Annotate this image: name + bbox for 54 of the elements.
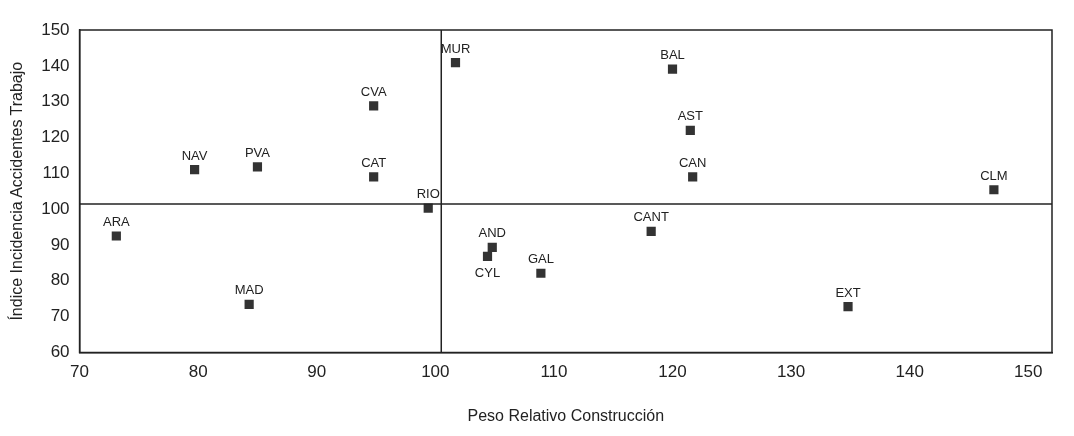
y-tick-label: 130: [41, 91, 70, 111]
annotation: CVA: [360, 83, 387, 99]
y-tick-label: 110: [42, 162, 70, 182]
annotation: GAL: [527, 251, 554, 267]
annotation: AST: [677, 108, 703, 124]
point: [667, 64, 678, 74]
point: [843, 301, 853, 312]
y-tick-label: 60: [50, 342, 70, 362]
x-tick-label: 90: [307, 362, 327, 382]
annotation: MAD: [234, 282, 264, 298]
annotation: EXT: [835, 284, 861, 300]
annotation: MUR: [440, 40, 471, 56]
y-tick-label: 150: [41, 19, 70, 39]
x-tick-label: 140: [895, 362, 924, 382]
point: [369, 101, 379, 111]
point: [646, 226, 656, 236]
y-tick-label: 120: [41, 127, 70, 147]
x-axis-title: Peso Relativo Construcción: [467, 406, 665, 424]
annotation: CYL: [474, 265, 501, 281]
point: [369, 172, 379, 182]
x-tick-label: 70: [70, 362, 90, 382]
point: [252, 162, 263, 172]
annotation: CAN: [678, 154, 707, 170]
x-tick-label: 120: [658, 362, 687, 382]
annotation: CAT: [361, 154, 387, 170]
point: [450, 58, 461, 68]
y-tick-label: 100: [41, 198, 70, 218]
y-tick-label: 70: [50, 306, 70, 326]
annotation: RIO: [416, 186, 440, 202]
point: [536, 268, 546, 278]
point: [482, 251, 493, 261]
y-tick-label: 80: [50, 270, 70, 290]
x-tick-label: 150: [1014, 362, 1043, 382]
annotation: ARA: [102, 213, 131, 229]
annotation: AND: [478, 225, 506, 241]
point: [111, 231, 121, 241]
x-tick-label: 110: [540, 362, 568, 382]
point: [244, 299, 254, 309]
point: [685, 125, 695, 135]
annotation: CLM: [980, 167, 1008, 183]
x-tick-label: 80: [188, 362, 208, 382]
point: [688, 172, 698, 182]
y-tick-label: 90: [50, 234, 70, 254]
annotation: BAL: [660, 47, 685, 63]
y-tick-label: 140: [41, 55, 70, 75]
point: [190, 165, 200, 175]
annotation: CANT: [633, 209, 669, 225]
point: [487, 242, 497, 253]
x-tick-label: 100: [421, 362, 450, 382]
x-tick-label: 130: [776, 362, 806, 382]
annotation: NAV: [181, 147, 208, 163]
annotation: PVA: [244, 144, 271, 160]
point: [989, 185, 999, 195]
y-axis-title: Índice Incidencia Accidentes Trabajo: [7, 61, 26, 321]
